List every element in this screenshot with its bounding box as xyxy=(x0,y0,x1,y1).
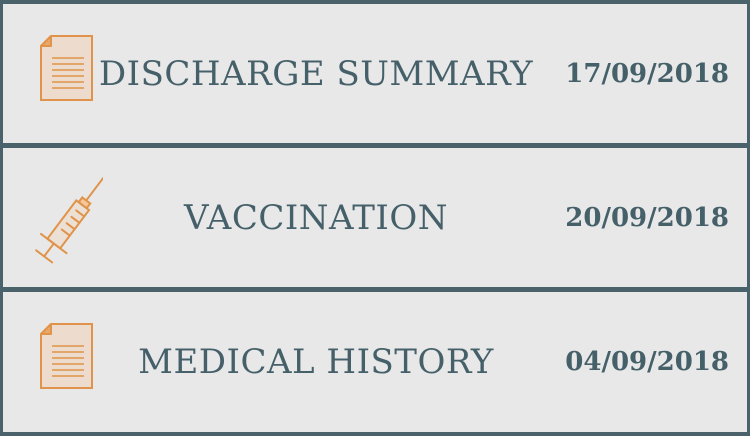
record-row-vaccination[interactable]: VACCINATION 20/09/2018 xyxy=(3,148,747,287)
record-row-discharge-summary[interactable]: DISCHARGE SUMMARY 17/09/2018 xyxy=(3,4,747,143)
document-icon xyxy=(33,310,103,414)
record-title: VACCINATION xyxy=(184,197,448,238)
record-title: DISCHARGE SUMMARY xyxy=(98,53,534,94)
syringe-icon xyxy=(33,166,103,270)
record-row-medical-history[interactable]: MEDICAL HISTORY 04/09/2018 xyxy=(3,292,747,432)
record-date: 17/09/2018 xyxy=(565,58,729,89)
record-date: 04/09/2018 xyxy=(565,347,729,377)
document-icon xyxy=(33,22,103,126)
record-title: MEDICAL HISTORY xyxy=(138,342,494,382)
record-date: 20/09/2018 xyxy=(565,202,729,233)
